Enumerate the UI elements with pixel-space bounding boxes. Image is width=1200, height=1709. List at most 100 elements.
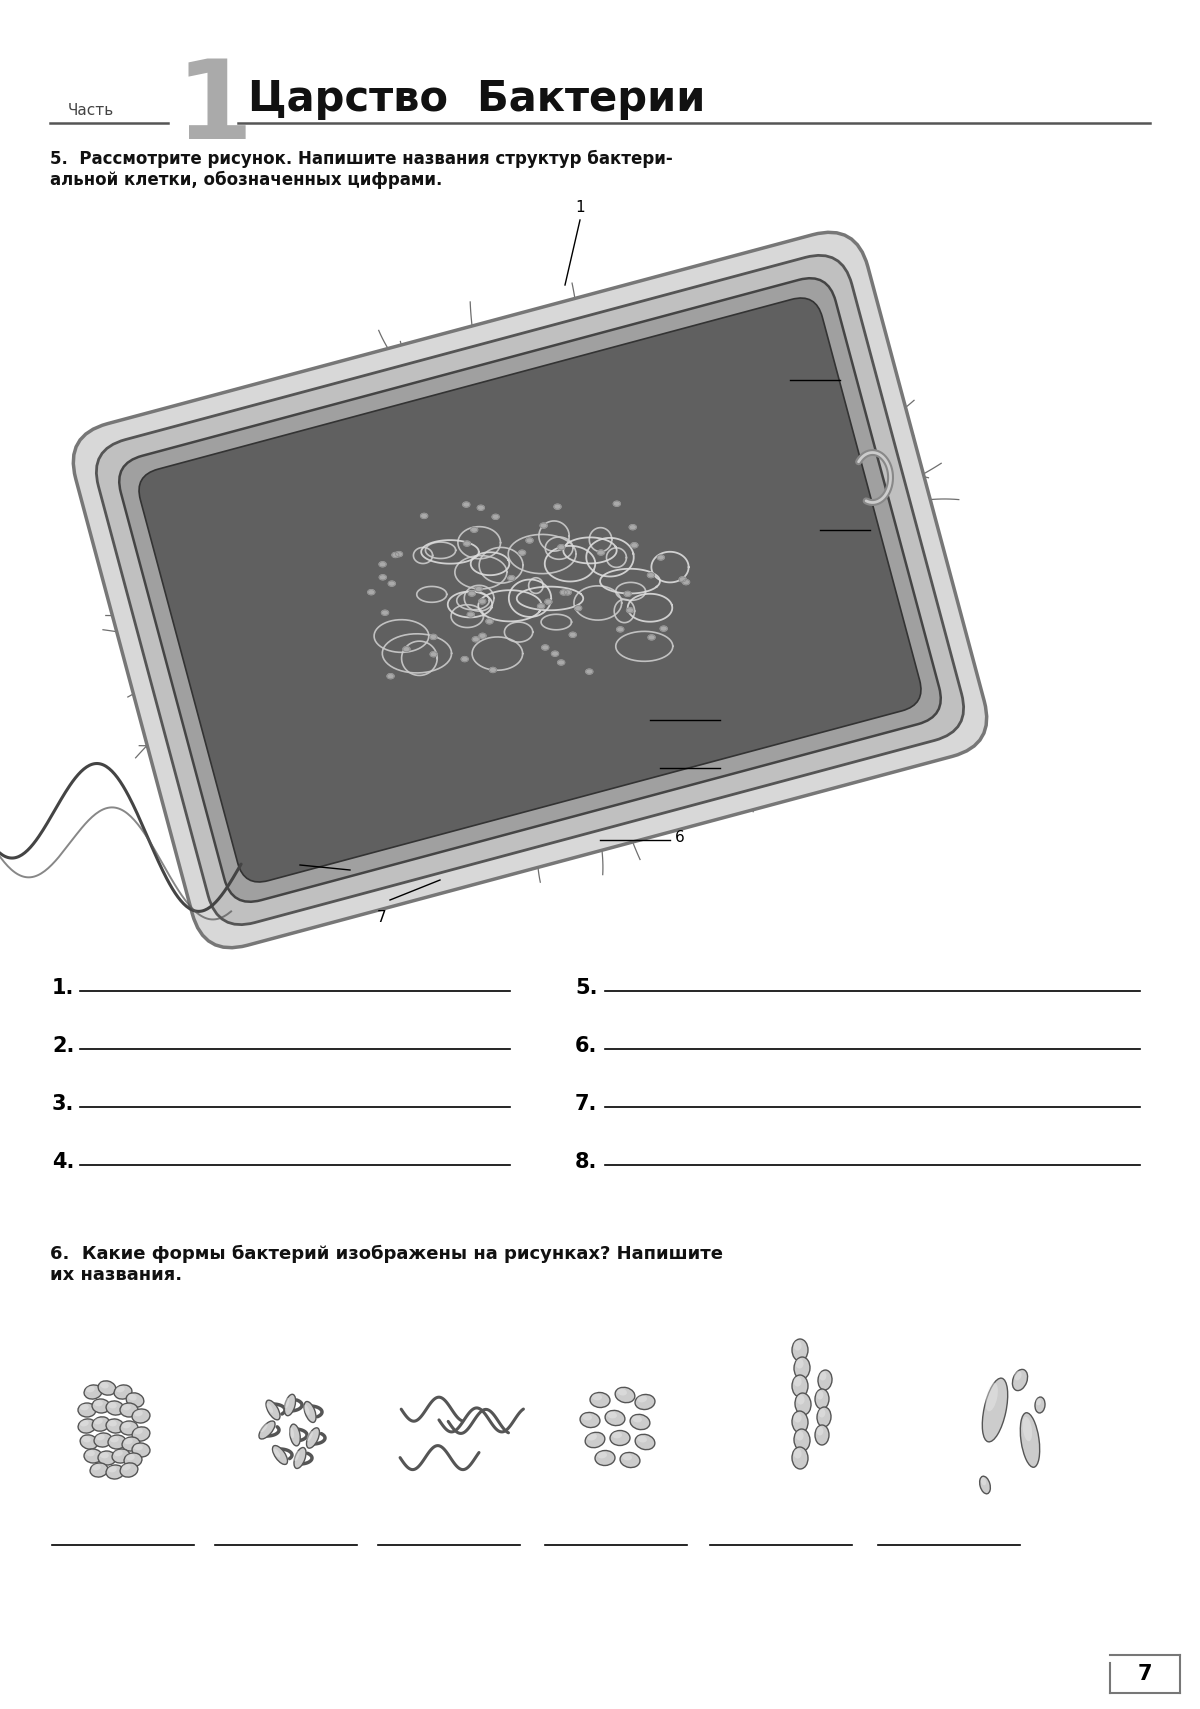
Ellipse shape: [132, 1427, 150, 1441]
Ellipse shape: [590, 1393, 610, 1408]
Ellipse shape: [106, 1401, 124, 1415]
Ellipse shape: [794, 1357, 810, 1379]
Ellipse shape: [289, 1427, 294, 1439]
Ellipse shape: [818, 1408, 826, 1417]
Ellipse shape: [84, 1449, 102, 1463]
Ellipse shape: [108, 1466, 116, 1473]
Ellipse shape: [985, 1383, 998, 1412]
Ellipse shape: [587, 1434, 596, 1441]
Ellipse shape: [473, 637, 479, 643]
Ellipse shape: [660, 625, 667, 631]
Ellipse shape: [794, 1429, 810, 1451]
Ellipse shape: [108, 1420, 116, 1427]
Ellipse shape: [86, 1386, 95, 1393]
Ellipse shape: [613, 501, 620, 506]
Ellipse shape: [486, 619, 493, 624]
Ellipse shape: [794, 1393, 811, 1415]
Text: 5.  Рассмотрите рисунок. Напишите названия структур бактери-
альной клетки, обоз: 5. Рассмотрите рисунок. Напишите названи…: [50, 150, 673, 190]
Ellipse shape: [554, 504, 562, 509]
Ellipse shape: [508, 576, 515, 581]
Ellipse shape: [792, 1412, 808, 1432]
Text: 6.  Какие формы бактерий изображены на рисунках? Напишите
их названия.: 6. Какие формы бактерий изображены на ри…: [50, 1244, 722, 1283]
Text: 5: 5: [725, 759, 734, 774]
Ellipse shape: [94, 1432, 112, 1448]
Ellipse shape: [558, 660, 565, 665]
Text: 1: 1: [175, 55, 252, 162]
Ellipse shape: [90, 1463, 108, 1477]
Ellipse shape: [558, 545, 565, 550]
Ellipse shape: [560, 590, 568, 595]
Ellipse shape: [84, 1384, 102, 1400]
Ellipse shape: [607, 1412, 617, 1418]
Ellipse shape: [612, 1432, 622, 1439]
Ellipse shape: [610, 1430, 630, 1446]
Ellipse shape: [598, 1451, 607, 1458]
Ellipse shape: [259, 1424, 268, 1432]
Ellipse shape: [122, 1405, 131, 1410]
Ellipse shape: [793, 1340, 802, 1350]
Ellipse shape: [540, 523, 547, 528]
Ellipse shape: [106, 1418, 124, 1434]
Ellipse shape: [478, 506, 485, 511]
Ellipse shape: [637, 1436, 647, 1442]
Ellipse shape: [792, 1376, 808, 1396]
Text: 1.: 1.: [52, 978, 74, 998]
Ellipse shape: [379, 562, 386, 567]
Ellipse shape: [128, 1395, 137, 1400]
Ellipse shape: [793, 1377, 802, 1386]
Ellipse shape: [575, 605, 582, 610]
Ellipse shape: [92, 1400, 110, 1413]
Ellipse shape: [816, 1427, 823, 1436]
Ellipse shape: [793, 1449, 802, 1458]
Text: Царство  Бактерии: Царство Бактерии: [248, 79, 706, 120]
Ellipse shape: [96, 1434, 104, 1441]
FancyBboxPatch shape: [73, 232, 986, 948]
Ellipse shape: [792, 1448, 808, 1470]
Ellipse shape: [617, 1388, 626, 1396]
Ellipse shape: [629, 525, 636, 530]
Ellipse shape: [490, 668, 497, 672]
Ellipse shape: [132, 1408, 150, 1424]
Ellipse shape: [538, 603, 545, 608]
Ellipse shape: [124, 1453, 142, 1466]
Ellipse shape: [78, 1418, 96, 1434]
Ellipse shape: [294, 1451, 300, 1461]
Ellipse shape: [120, 1420, 138, 1436]
Ellipse shape: [122, 1437, 140, 1451]
Ellipse shape: [635, 1395, 655, 1410]
Text: 7: 7: [1138, 1665, 1152, 1683]
Ellipse shape: [598, 550, 605, 555]
Ellipse shape: [82, 1436, 91, 1442]
Ellipse shape: [396, 552, 402, 557]
Ellipse shape: [630, 1415, 650, 1430]
Ellipse shape: [793, 1413, 802, 1422]
Ellipse shape: [592, 1393, 602, 1400]
Ellipse shape: [797, 1395, 805, 1405]
Ellipse shape: [632, 1415, 642, 1422]
Ellipse shape: [541, 644, 548, 649]
Ellipse shape: [108, 1401, 116, 1408]
Ellipse shape: [122, 1422, 131, 1429]
Ellipse shape: [635, 1434, 655, 1449]
Ellipse shape: [463, 502, 469, 508]
Ellipse shape: [134, 1410, 143, 1417]
Ellipse shape: [679, 578, 686, 581]
Ellipse shape: [106, 1465, 124, 1478]
Ellipse shape: [518, 550, 526, 555]
Ellipse shape: [637, 1396, 647, 1403]
Ellipse shape: [80, 1420, 89, 1427]
Ellipse shape: [430, 651, 437, 656]
Ellipse shape: [98, 1451, 116, 1465]
Text: 8: 8: [281, 856, 290, 870]
Text: 3.: 3.: [52, 1094, 74, 1114]
Ellipse shape: [1013, 1369, 1027, 1391]
Text: 1: 1: [575, 200, 584, 215]
Ellipse shape: [631, 543, 638, 549]
Ellipse shape: [552, 651, 558, 656]
Ellipse shape: [1014, 1371, 1021, 1381]
Ellipse shape: [403, 646, 410, 651]
Ellipse shape: [526, 538, 533, 543]
Ellipse shape: [983, 1377, 1008, 1442]
Ellipse shape: [122, 1465, 131, 1470]
Ellipse shape: [815, 1425, 829, 1446]
